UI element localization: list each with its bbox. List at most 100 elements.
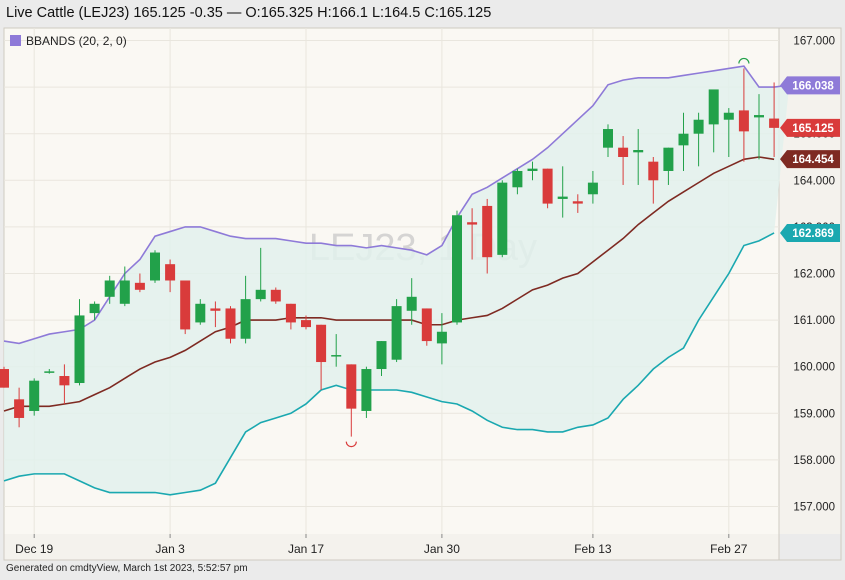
value-tag-shape xyxy=(780,76,840,95)
candle xyxy=(331,334,342,367)
candle xyxy=(346,364,357,437)
time-tick-label: Feb 27 xyxy=(710,542,748,556)
candle xyxy=(754,94,764,160)
last-value-tags: 166.038 165.125 164.454 162.869 xyxy=(780,76,840,243)
candle-body xyxy=(436,331,447,344)
candle xyxy=(255,247,266,302)
candle-body xyxy=(104,280,115,297)
candle xyxy=(603,124,613,157)
candle-body xyxy=(255,289,266,300)
price-tick-label: 167.000 xyxy=(793,36,835,48)
candle xyxy=(391,299,402,363)
candle xyxy=(723,108,734,157)
price-tick-label: 164.000 xyxy=(793,175,835,187)
time-axis xyxy=(4,534,779,560)
candle-body xyxy=(754,115,764,118)
candle xyxy=(512,168,523,195)
candle-body xyxy=(376,341,387,370)
candle-body xyxy=(346,364,357,409)
value-tag-text: 165.125 xyxy=(792,123,834,135)
price-tick-label: 160.000 xyxy=(793,362,835,374)
time-tick-label: Feb 13 xyxy=(574,542,612,556)
candle xyxy=(738,68,749,162)
time-tick-label: Jan 3 xyxy=(155,542,185,556)
candle-body xyxy=(74,315,85,384)
low-marker xyxy=(345,441,357,448)
candle-body xyxy=(497,182,508,255)
candle-body xyxy=(44,371,55,373)
candle-body xyxy=(180,280,191,330)
price-tick-label: 162.000 xyxy=(793,269,835,281)
last-price-tag: 165.125 xyxy=(780,118,840,137)
candle-body xyxy=(391,306,402,360)
value-tag-shape xyxy=(780,118,840,137)
candle xyxy=(376,341,387,377)
candle-body xyxy=(14,399,25,418)
candle-body xyxy=(406,296,417,311)
candle xyxy=(361,366,372,418)
upper-band-line xyxy=(3,65,790,345)
candle-body xyxy=(361,369,372,411)
candle-body xyxy=(134,282,145,290)
value-tag-shape xyxy=(780,224,840,243)
candle-body xyxy=(195,303,206,323)
candle-body xyxy=(618,147,629,157)
candle xyxy=(180,280,191,335)
candle xyxy=(542,168,553,209)
candle xyxy=(436,313,447,365)
lower-band-value-tag: 162.869 xyxy=(780,224,840,243)
candle xyxy=(633,129,644,185)
indicator-legend[interactable]: BBANDS (20, 2, 0) xyxy=(10,34,127,48)
candle xyxy=(678,112,689,171)
candle-body xyxy=(119,280,130,304)
candle xyxy=(74,299,85,386)
candle-body xyxy=(527,168,538,171)
candle xyxy=(59,364,70,404)
candle-body xyxy=(270,289,281,302)
candle xyxy=(618,136,629,185)
time-tick-label: Jan 30 xyxy=(424,542,460,556)
candle xyxy=(270,287,281,304)
value-tag-text: 166.038 xyxy=(792,80,834,92)
time-axis-ticks: Dec 19 Jan 3 Jan 17 Jan 30 Feb 13 Feb 27 xyxy=(15,534,748,556)
candle-body xyxy=(663,147,674,171)
candle xyxy=(693,112,704,167)
candle xyxy=(648,157,659,204)
candle xyxy=(467,208,478,260)
time-tick-label: Jan 17 xyxy=(288,542,324,556)
candle-body xyxy=(512,170,523,188)
candle-body xyxy=(285,303,296,323)
candle-body xyxy=(769,118,780,128)
candle-body xyxy=(150,252,160,281)
high-marker xyxy=(738,57,750,64)
candle xyxy=(210,301,221,328)
candle xyxy=(527,161,538,181)
candle xyxy=(572,194,583,213)
candle xyxy=(14,387,25,428)
candle xyxy=(29,378,40,416)
candle-body xyxy=(542,168,553,204)
candle-body xyxy=(331,355,342,357)
price-tick-label: 161.000 xyxy=(793,315,835,327)
candle-body xyxy=(633,150,644,153)
candle xyxy=(240,275,251,344)
candle xyxy=(452,210,462,325)
candle-body xyxy=(482,205,493,258)
candle xyxy=(89,301,100,321)
candle-body xyxy=(421,308,432,342)
candles xyxy=(0,57,780,448)
indicator-swatch xyxy=(10,35,21,46)
candle-body xyxy=(225,308,236,339)
indicator-label: BBANDS (20, 2, 0) xyxy=(26,34,127,48)
candle xyxy=(663,147,674,185)
candle xyxy=(104,275,115,304)
candle xyxy=(165,259,176,293)
price-tick-label: 159.000 xyxy=(793,408,835,420)
candle xyxy=(557,166,568,218)
lower-band-line xyxy=(3,232,775,496)
candle-body xyxy=(301,320,311,328)
candle-body xyxy=(29,380,40,411)
middle-band-value-tag: 164.454 xyxy=(780,150,840,169)
candle xyxy=(769,82,780,157)
